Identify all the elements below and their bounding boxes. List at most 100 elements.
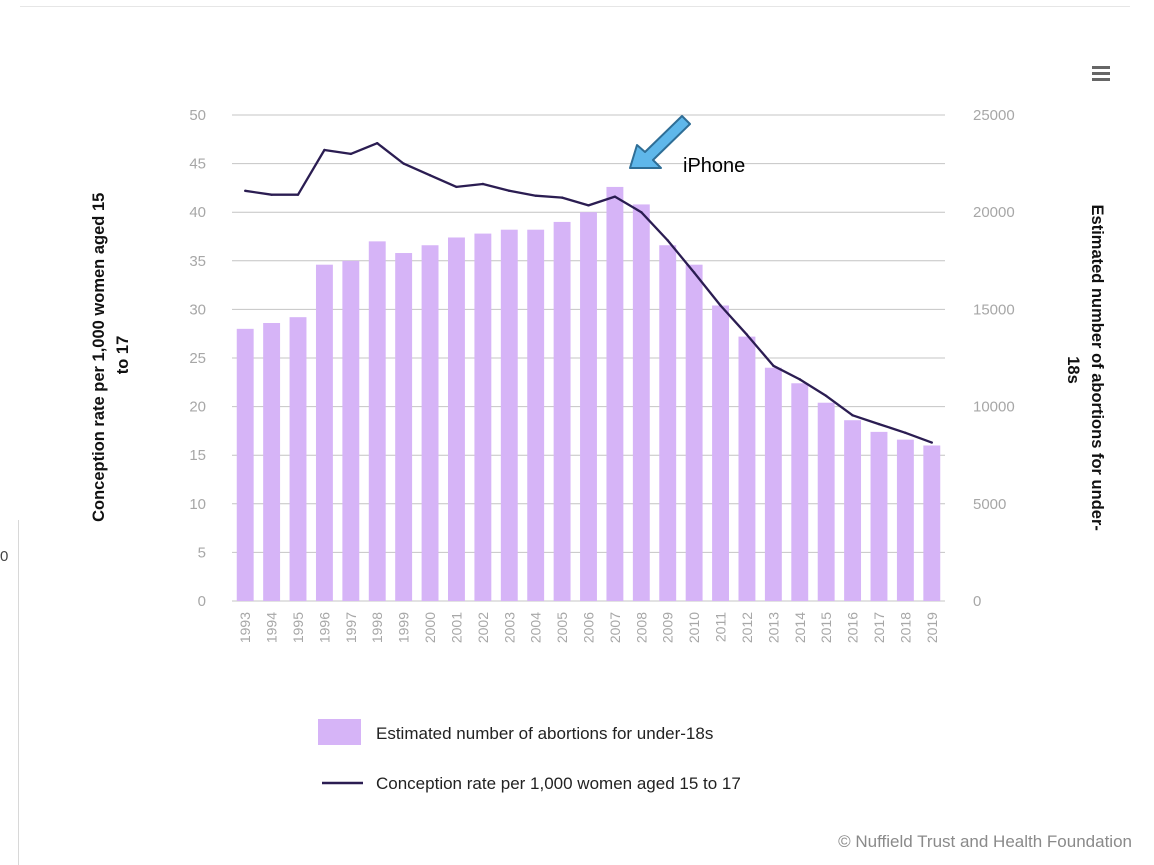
x-tick-label: 1999 <box>396 612 412 643</box>
line-point-2017 <box>877 422 881 426</box>
left-tick-label: 10 <box>189 496 206 513</box>
x-tick-label: 2008 <box>633 612 649 643</box>
line-point-2003 <box>508 189 511 193</box>
bar-2001 <box>448 237 465 602</box>
left-tick-label: 25 <box>189 350 206 367</box>
left-tick-label: 15 <box>189 447 206 464</box>
bar-2015 <box>817 402 835 601</box>
legend: Estimated number of abortions for under-… <box>318 719 741 793</box>
hamburger-menu-icon[interactable] <box>1092 66 1110 82</box>
line-point-2007 <box>613 195 617 198</box>
x-tick-label: 2015 <box>818 612 834 643</box>
iphone-annotation: iPhone <box>629 115 745 177</box>
legend-label-bars: Estimated number of abortions for under-… <box>376 724 713 743</box>
bar-1997 <box>342 260 360 601</box>
bar-2012 <box>738 336 756 601</box>
bar-2005 <box>553 221 571 602</box>
bar-2002 <box>474 233 492 602</box>
bar-2011 <box>712 305 729 601</box>
bar-1994 <box>263 323 281 601</box>
edge-fragment: 0 <box>0 548 9 565</box>
x-axis-ticks: 1993 1994 1995 1996 1997 1998 1999 2000 2001 2002… <box>237 612 940 643</box>
bar-series <box>236 186 941 602</box>
x-tick-label: 2002 <box>475 612 491 643</box>
right-axis-title: Estimated number of abortions for under-… <box>1064 205 1106 536</box>
line-point-1995 <box>296 193 300 196</box>
bar-2018 <box>896 439 914 601</box>
bar-2016 <box>844 420 862 601</box>
bar-2010 <box>685 264 703 601</box>
left-tick-label: 45 <box>189 156 206 173</box>
bar-1995 <box>289 317 307 601</box>
line-point-1997 <box>349 152 353 156</box>
x-tick-label: 1994 <box>264 612 280 643</box>
bar-2017 <box>870 431 888 601</box>
bar-2000 <box>421 245 439 602</box>
bar-2008 <box>632 204 650 601</box>
left-tick-label: 0 <box>198 593 206 610</box>
bar-2006 <box>580 212 597 601</box>
bar-2013 <box>764 367 782 601</box>
right-axis-ticks: 25000 20000 15000 10000 5000 0 <box>973 107 1015 610</box>
x-tick-label: 1993 <box>237 612 253 643</box>
bar-2003 <box>500 229 518 602</box>
line-point-1998 <box>376 141 379 145</box>
bar-1993 <box>236 328 254 601</box>
bar-2009 <box>659 245 677 602</box>
right-tick-label: 15000 <box>973 301 1015 318</box>
line-point-2001 <box>455 185 458 189</box>
x-tick-label: 2007 <box>607 612 623 643</box>
bar-2004 <box>527 229 545 602</box>
line-point-2013 <box>772 364 775 367</box>
annotation-label: iPhone <box>683 155 745 177</box>
bar-1996 <box>315 264 333 601</box>
bar-2007 <box>606 186 624 602</box>
x-tick-label: 1995 <box>290 612 306 643</box>
line-point-2011 <box>719 304 722 307</box>
line-point-2004 <box>534 194 537 197</box>
arrow-icon <box>629 115 691 169</box>
left-tick-label: 20 <box>189 399 206 416</box>
line-point-2010 <box>692 271 696 274</box>
legend-label-line: Conception rate per 1,000 women aged 15 … <box>376 774 741 793</box>
line-point-2016 <box>851 414 854 417</box>
line-point-2019 <box>930 441 933 444</box>
legend-swatch-bars <box>318 719 361 745</box>
right-tick-label: 25000 <box>973 107 1015 124</box>
x-tick-label: 2012 <box>739 612 755 643</box>
left-tick-label: 35 <box>189 253 206 270</box>
x-tick-label: 2001 <box>448 612 464 643</box>
line-point-2006 <box>587 204 590 207</box>
line-point-2015 <box>824 394 828 398</box>
x-tick-label: 1996 <box>316 612 332 643</box>
x-tick-label: 2006 <box>581 612 597 643</box>
top-divider <box>20 6 1130 7</box>
line-series <box>244 141 933 444</box>
right-tick-label: 20000 <box>973 204 1015 221</box>
x-tick-label: 2004 <box>528 612 544 643</box>
x-tick-label: 1997 <box>343 612 359 643</box>
line-point-2000 <box>428 174 432 177</box>
right-tick-label: 5000 <box>973 496 1006 513</box>
credit-text: © Nuffield Trust and Health Foundation <box>838 832 1132 851</box>
line-point-1996 <box>323 148 326 152</box>
left-divider <box>18 520 19 865</box>
left-tick-label: 40 <box>189 204 206 221</box>
bar-2014 <box>791 383 809 601</box>
x-tick-label: 2011 <box>713 612 729 642</box>
x-tick-label: 2009 <box>660 612 676 643</box>
right-tick-label: 0 <box>973 593 981 610</box>
line-point-2014 <box>798 378 801 381</box>
left-tick-label: 30 <box>189 301 206 318</box>
line-point-2008 <box>640 211 643 214</box>
line-point-1999 <box>402 162 405 165</box>
left-tick-label: 5 <box>198 544 206 561</box>
x-tick-label: 2019 <box>924 612 940 643</box>
line-point-2005 <box>560 196 564 199</box>
line-point-1993 <box>244 189 247 193</box>
left-tick-label: 50 <box>189 107 206 124</box>
x-tick-label: 1998 <box>369 612 385 643</box>
bar-2019 <box>923 445 941 601</box>
